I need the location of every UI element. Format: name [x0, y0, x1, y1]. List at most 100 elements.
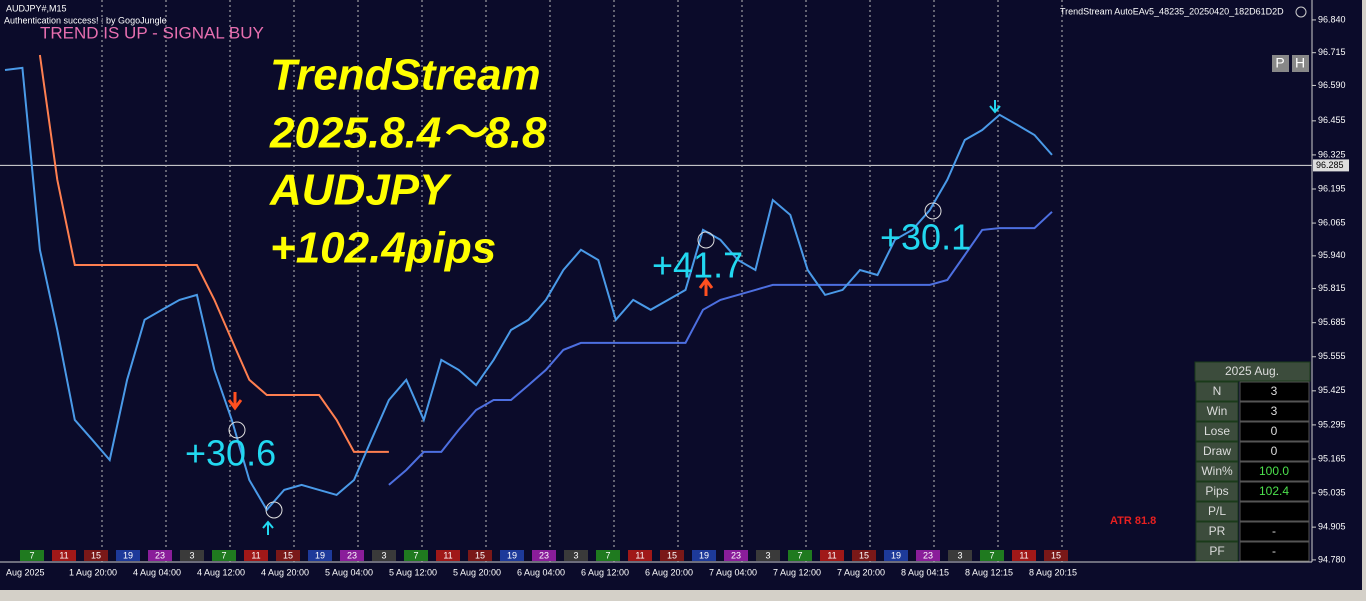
hour-label: 3	[957, 550, 962, 560]
trade-label: +41.7	[652, 245, 743, 286]
stats-label: N	[1213, 384, 1222, 398]
time-label: 5 Aug 12:00	[389, 567, 437, 577]
hour-label: 7	[29, 550, 34, 560]
hour-box	[436, 550, 460, 561]
time-label: 4 Aug 12:00	[197, 567, 245, 577]
hour-box	[532, 550, 556, 561]
price-label: 96.325	[1318, 149, 1346, 159]
price-label: 94.780	[1318, 554, 1346, 564]
time-label: 4 Aug 04:00	[133, 567, 181, 577]
hour-box	[244, 550, 268, 561]
hour-label: 7	[413, 550, 418, 560]
hour-box	[468, 550, 492, 561]
price-label: 96.065	[1318, 217, 1346, 227]
title-line: 2025.8.4～8.8	[269, 109, 547, 158]
chart-bg	[0, 0, 1362, 590]
trade-mark	[924, 202, 942, 220]
stats-value: -	[1272, 524, 1276, 538]
hour-label: 23	[731, 550, 741, 560]
hour-label: 15	[859, 550, 869, 560]
price-label: 95.295	[1318, 419, 1346, 429]
button-label[interactable]: P	[1275, 55, 1284, 71]
button[interactable]	[1272, 55, 1289, 72]
stats-value-cell	[1239, 521, 1310, 542]
price-label: 95.035	[1318, 487, 1346, 497]
hour-label: 15	[1051, 550, 1061, 560]
trade-mark	[265, 501, 283, 519]
stats-label-cell	[1195, 441, 1239, 462]
hour-label: 7	[221, 550, 226, 560]
stats-label: Lose	[1204, 424, 1230, 438]
hour-label: 23	[347, 550, 357, 560]
hour-label: 11	[635, 550, 644, 560]
stats-value-cell	[1239, 481, 1310, 502]
price-label: 95.815	[1318, 283, 1346, 293]
time-label: 8 Aug 04:15	[901, 567, 949, 577]
stats-value: 3	[1271, 404, 1278, 418]
ea-name: TrendStream AutoEAv5_48235_20250420_182D…	[1060, 6, 1284, 16]
time-label: 4 Aug 20:00	[261, 567, 309, 577]
hour-label: 23	[539, 550, 549, 560]
stats-value: 102.4	[1259, 484, 1289, 498]
hour-label: 7	[605, 550, 610, 560]
time-label: 6 Aug 04:00	[517, 567, 565, 577]
hour-box	[980, 550, 1004, 561]
button-label[interactable]: H	[1295, 55, 1305, 71]
stats-label: Pips	[1205, 484, 1228, 498]
trade-mark	[228, 421, 246, 439]
hour-box	[404, 550, 428, 561]
hour-box	[116, 550, 140, 561]
price-label: 95.555	[1318, 351, 1346, 361]
hour-box	[340, 550, 364, 561]
price-label: 96.590	[1318, 80, 1346, 90]
hour-label: 15	[91, 550, 101, 560]
auth-message: Authentication success! : by GogoJungle	[4, 15, 167, 25]
price-label: 95.940	[1318, 250, 1346, 260]
sell-arrow	[227, 392, 243, 411]
hour-label: 3	[765, 550, 770, 560]
hour-box	[180, 550, 204, 561]
hour-label: 11	[443, 550, 452, 560]
hour-label: 3	[573, 550, 578, 560]
trade-label: +30.6	[185, 433, 276, 474]
stats-value: 100.0	[1259, 464, 1289, 478]
time-label: 8 Aug 20:15	[1029, 567, 1077, 577]
hour-box	[564, 550, 588, 561]
stats-value-cell	[1239, 421, 1310, 442]
hour-box	[756, 550, 780, 561]
price-label: 94.905	[1318, 522, 1346, 532]
price-line	[4, 66, 1053, 512]
time-label: 7 Aug 04:00	[709, 567, 757, 577]
hour-label: 7	[797, 550, 802, 560]
hour-label: 11	[251, 550, 260, 560]
price-label: 95.165	[1318, 453, 1346, 463]
stats-label-cell	[1195, 521, 1239, 542]
hour-label: 3	[381, 550, 386, 560]
hour-label: 19	[699, 550, 709, 560]
hour-box	[148, 550, 172, 561]
stats-value-cell	[1239, 381, 1310, 402]
stats-label: Draw	[1203, 444, 1231, 458]
hour-box	[660, 550, 684, 561]
hour-box	[1044, 550, 1068, 561]
stats-value: 0	[1271, 444, 1278, 458]
trail-up	[388, 211, 1053, 486]
trade-mark	[697, 231, 715, 249]
button[interactable]	[1292, 55, 1309, 72]
hour-box	[884, 550, 908, 561]
title-line: AUDJPY	[269, 166, 452, 215]
hour-box	[52, 550, 76, 561]
hour-box	[820, 550, 844, 561]
stats-value-cell	[1239, 541, 1310, 562]
hour-box	[212, 550, 236, 561]
hour-label: 15	[283, 550, 293, 560]
hour-box	[628, 550, 652, 561]
hour-label: 11	[827, 550, 836, 560]
hour-label: 19	[507, 550, 517, 560]
buy-arrow	[262, 520, 274, 535]
price-label: 96.195	[1318, 183, 1346, 193]
stats-value: -	[1272, 544, 1276, 558]
time-label: 5 Aug 20:00	[453, 567, 501, 577]
stats-value-cell	[1239, 401, 1310, 422]
